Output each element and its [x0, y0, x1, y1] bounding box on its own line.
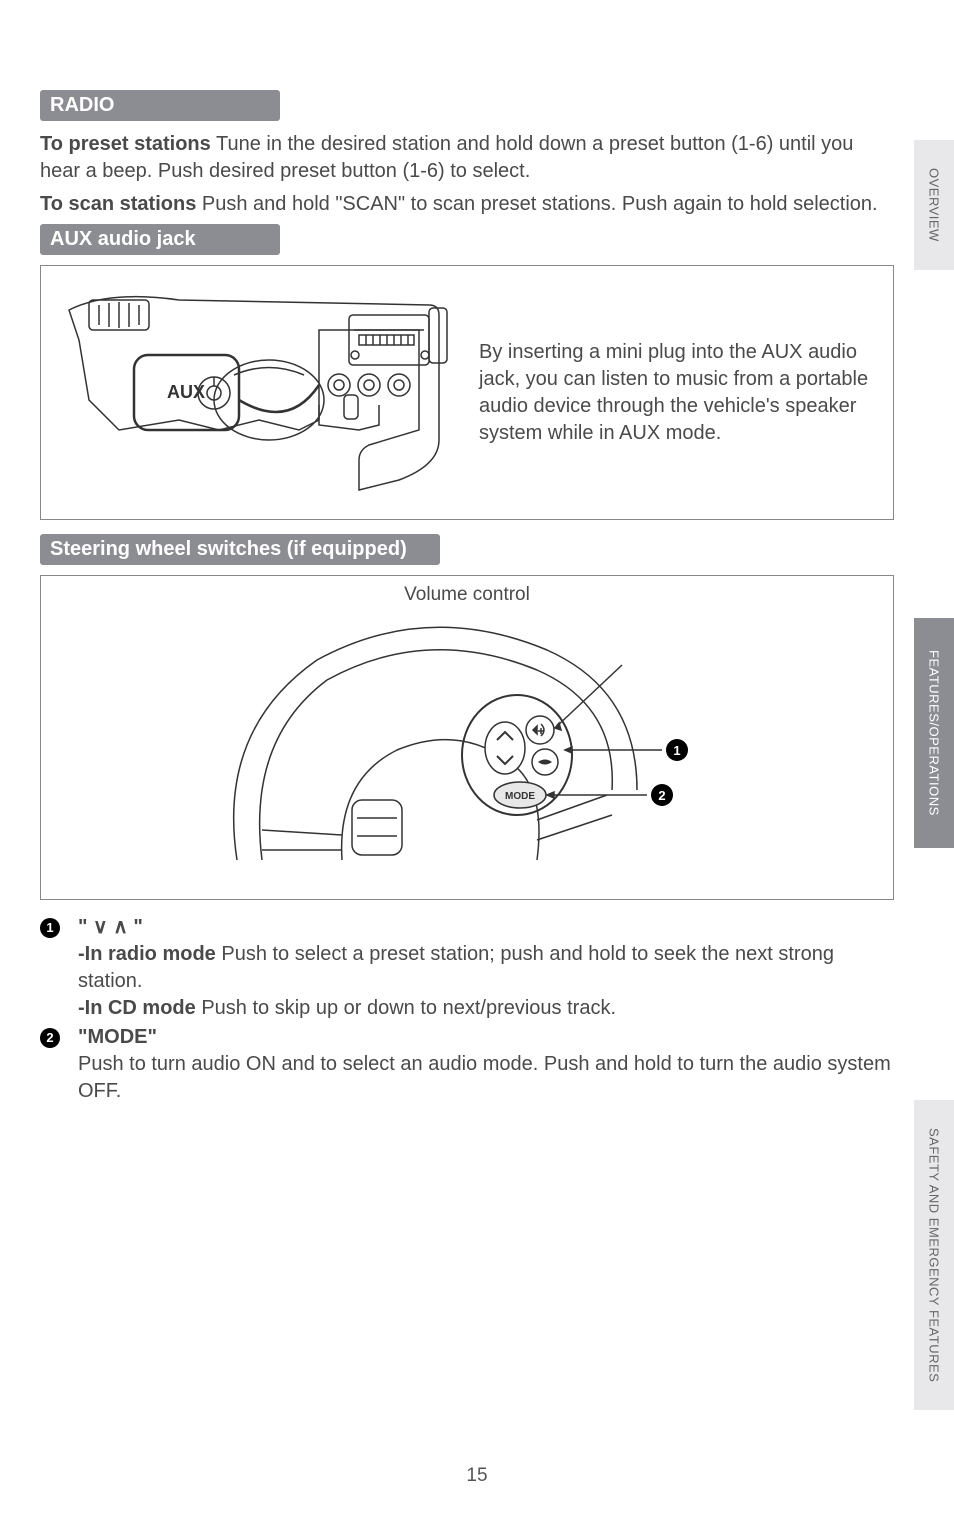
bullet-number-1: 1 [40, 918, 60, 938]
svg-text:1: 1 [673, 743, 680, 758]
mode-button-label: MODE [505, 791, 535, 802]
steering-figure-box: Volume control [40, 575, 894, 900]
steering-instructions-list: 1 " ∨ ∧ " -In radio mode Push to select … [40, 914, 894, 1105]
svg-text:2: 2 [658, 788, 665, 803]
tab-safety-emergency[interactable]: SAFETY AND EMERGENCY FEATURES [914, 1100, 954, 1410]
list-item: 2 "MODE" Push to turn audio ON and to se… [40, 1024, 894, 1105]
page-number: 15 [0, 1465, 954, 1487]
scan-label: To scan stations [40, 193, 196, 215]
aux-header: AUX audio jack [40, 224, 280, 255]
radio-scan-paragraph: To scan stations Push and hold "SCAN" to… [40, 191, 894, 218]
steering-header: Steering wheel switches (if equipped) [40, 534, 440, 565]
item1-title: " ∨ ∧ " [78, 914, 894, 941]
preset-label: To preset stations [40, 133, 211, 155]
aux-figure-box: AUX By inserting a mini plug into the AU… [40, 265, 894, 520]
volume-control-label: Volume control [59, 584, 875, 606]
side-navigation-tabs: OVERVIEW FEATURES/OPERATIONS SAFETY AND … [914, 0, 954, 1527]
aux-port-label: AUX [167, 382, 205, 402]
steering-wheel-illustration: MODE 1 2 [207, 610, 727, 870]
tab-features-operations[interactable]: FEATURES/OPERATIONS [914, 618, 954, 848]
list-item: 1 " ∨ ∧ " -In radio mode Push to select … [40, 914, 894, 1022]
item1-cd-label: -In CD mode [78, 997, 196, 1019]
tab-overview[interactable]: OVERVIEW [914, 140, 954, 270]
aux-caption: By inserting a mini plug into the AUX au… [479, 339, 875, 447]
bullet-number-2: 2 [40, 1028, 60, 1048]
item2-title: "MODE" [78, 1024, 894, 1051]
item2-body: Push to turn audio ON and to select an a… [78, 1051, 894, 1105]
item1-radio-label: -In radio mode [78, 943, 216, 965]
aux-dashboard-illustration: AUX [59, 280, 449, 505]
radio-preset-paragraph: To preset stations Tune in the desired s… [40, 131, 894, 185]
item1-cd-text: Push to skip up or down to next/previous… [196, 997, 616, 1019]
scan-text: Push and hold "SCAN" to scan preset stat… [196, 193, 877, 215]
radio-header: RADIO [40, 90, 280, 121]
